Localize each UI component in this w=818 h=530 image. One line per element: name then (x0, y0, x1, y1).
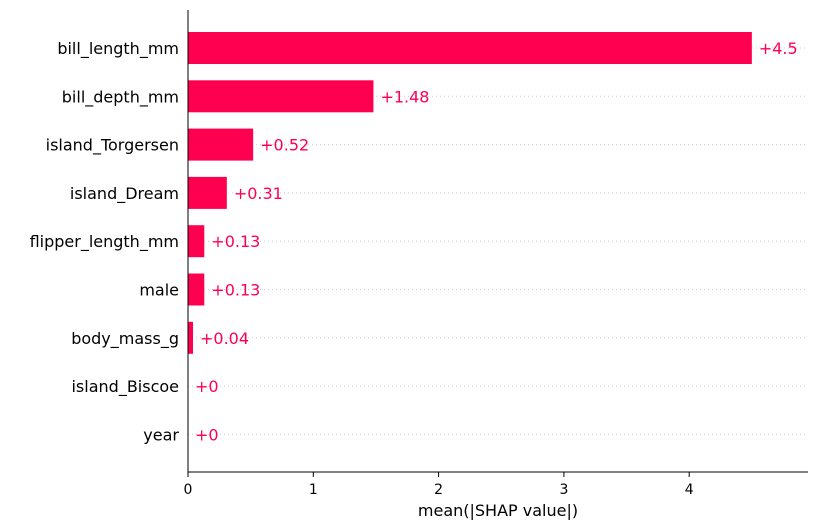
value-label: +4.5 (759, 39, 798, 58)
feature-label: body_mass_g (71, 329, 179, 349)
value-label: +0.04 (200, 329, 249, 348)
value-label: +1.48 (380, 87, 429, 106)
bar-flipper_length_mm (188, 225, 205, 258)
feature-label: island_Biscoe (71, 377, 179, 397)
value-label: +0.31 (234, 184, 283, 203)
x-tick-label: 2 (434, 482, 443, 498)
feature-label: male (139, 281, 179, 300)
bar-male (188, 273, 205, 306)
value-label: +0 (195, 377, 219, 396)
bar-bill_depth_mm (188, 80, 374, 113)
value-label: +0.13 (211, 232, 260, 251)
bar-island_Torgersen (188, 128, 254, 161)
x-ticks: 0 1 2 3 4 (184, 472, 694, 498)
value-labels: +4.5 +1.48 +0.52 +0.31 +0.13 +0.13 +0.04 +0 +0 (195, 39, 798, 444)
bars (188, 32, 752, 354)
feature-label: flipper_length_mm (30, 232, 179, 252)
feature-label: island_Torgersen (46, 136, 179, 156)
feature-label: year (143, 425, 179, 444)
x-axis-label: mean(|SHAP value|) (418, 501, 578, 520)
feature-label: bill_length_mm (57, 39, 179, 59)
value-label: +0.13 (211, 281, 260, 300)
x-tick-label: 1 (309, 482, 318, 498)
bar-island_Dream (188, 176, 227, 209)
feature-label: bill_depth_mm (62, 87, 179, 107)
feature-labels: bill_length_mm bill_depth_mm island_Torger… (30, 39, 180, 444)
bar-body_mass_g (188, 321, 194, 354)
value-label: +0.52 (260, 136, 309, 155)
value-label: +0 (195, 425, 219, 444)
x-tick-label: 4 (685, 482, 694, 498)
bar-bill_length_mm (188, 32, 752, 64)
x-tick-label: 3 (559, 482, 568, 498)
feature-label: island_Dream (70, 184, 179, 204)
x-tick-label: 0 (184, 482, 193, 498)
